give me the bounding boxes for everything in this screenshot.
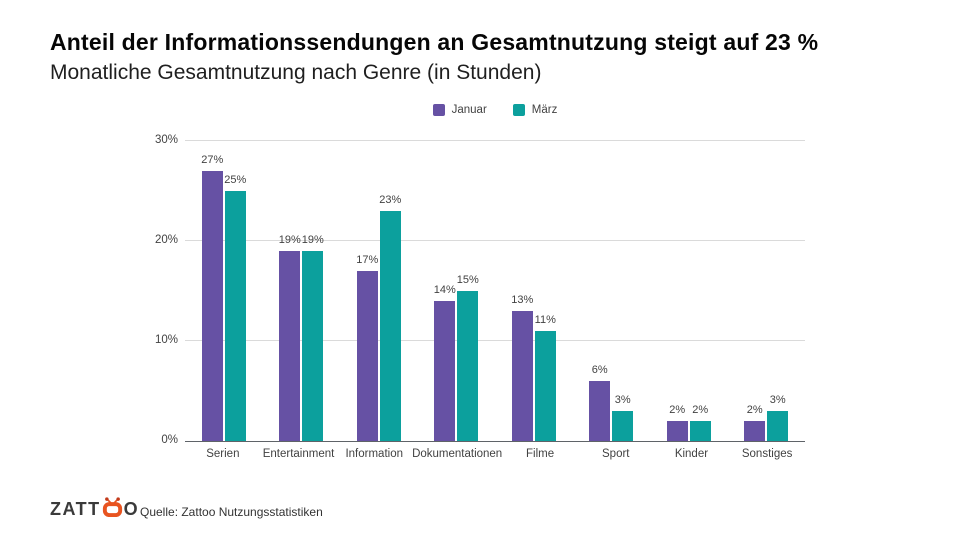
legend-label: März (531, 104, 558, 116)
bar-märz: 15% (457, 274, 479, 441)
y-tick-label: 30% (154, 134, 178, 146)
bar-januar: 2% (666, 404, 688, 441)
bar-value-label: 17% (356, 254, 379, 266)
bar-januar: 13% (511, 294, 533, 441)
bar-märz: 11% (535, 314, 556, 441)
bar-value-label: 19% (301, 234, 324, 246)
bar-märz: 19% (302, 234, 324, 441)
bar-group-sonstiges: 2% 3% (728, 141, 806, 441)
bar-value-label: 3% (614, 394, 631, 406)
bar-group-sport: 6% 3% (573, 141, 651, 441)
bar-januar: 17% (356, 254, 378, 441)
y-tick-label: 10% (154, 334, 178, 346)
bar-group-serien: 27% 25% (185, 141, 263, 441)
bar-groups: 27% 25% 19% 19% 17% 23% 14% 15% 13% 11% 6% 3% 2% 2% 2%… (185, 141, 805, 441)
legend-item: März (512, 104, 558, 116)
bar-value-label: 13% (511, 294, 534, 306)
legend-swatch (432, 104, 445, 116)
bar-januar: 14% (434, 284, 456, 441)
bar-group-filme: 13% 11% (495, 141, 573, 441)
bar-januar: 2% (744, 404, 766, 441)
category-label: Serien (206, 448, 240, 460)
category-label: Kinder (674, 448, 709, 460)
bar-januar: 6% (589, 364, 611, 441)
bar-value-label: 2% (692, 404, 709, 416)
bar-value-label: 19% (278, 234, 301, 246)
gridline (185, 140, 805, 141)
logo-text-right: O (123, 499, 140, 519)
bar-value-label: 15% (456, 274, 479, 286)
bar-group-information: 17% 23% (340, 141, 418, 441)
bar-value-label: 2% (746, 404, 763, 416)
bar-group-dokumentationen: 14% 15% (418, 141, 496, 441)
category-label: Entertainment (262, 448, 335, 460)
source-text: Quelle: Zattoo Nutzungsstatistiken (140, 505, 323, 519)
tv-icon (102, 497, 123, 522)
bar-value-label: 2% (669, 404, 686, 416)
gridline (185, 340, 805, 341)
bar-märz: 3% (612, 394, 634, 441)
gridline (185, 240, 805, 241)
plot-area: 27% 25% 19% 19% 17% 23% 14% 15% 13% 11% 6% 3% 2% 2% 2%… (185, 140, 805, 442)
bar-group-kinder: 2% 2% (650, 141, 728, 441)
y-tick-label: 20% (154, 234, 178, 246)
bar-value-label: 11% (534, 314, 556, 326)
bar-value-label: 27% (201, 154, 224, 166)
chart-legend: Januar März (185, 104, 805, 116)
y-tick-label: 0% (161, 434, 178, 446)
bar-januar: 27% (201, 154, 223, 441)
bar-value-label: 6% (591, 364, 608, 376)
bar-value-label: 25% (224, 174, 247, 186)
category-label: Sport (602, 448, 630, 460)
legend-swatch (512, 104, 525, 116)
category-label: Sonstiges (741, 448, 793, 460)
x-axis-labels: Serien Entertainment Information Dokumentat… (185, 448, 805, 460)
bar-group-entertainment: 19% 19% (263, 141, 341, 441)
zattoo-logo: ZATT O (50, 497, 139, 522)
bar-märz: 23% (379, 194, 401, 441)
bar-value-label: 3% (769, 394, 786, 406)
category-label: Filme (526, 448, 555, 460)
legend-item: Januar (432, 104, 487, 116)
legend-label: Januar (451, 104, 487, 116)
bar-value-label: 23% (379, 194, 402, 206)
category-label: Dokumentationen (412, 448, 503, 460)
category-label: Information (345, 448, 403, 460)
bar-value-label: 14% (433, 284, 456, 296)
bar-märz: 2% (689, 404, 711, 441)
page-title: Anteil der Informationssendungen an Gesa… (50, 29, 819, 55)
bar-märz: 3% (767, 394, 789, 441)
logo-text-left: ZATT (50, 499, 101, 519)
bar-märz: 25% (224, 174, 246, 441)
page-subtitle: Monatliche Gesamtnutzung nach Genre (in … (50, 61, 542, 84)
bar-januar: 19% (279, 234, 301, 441)
